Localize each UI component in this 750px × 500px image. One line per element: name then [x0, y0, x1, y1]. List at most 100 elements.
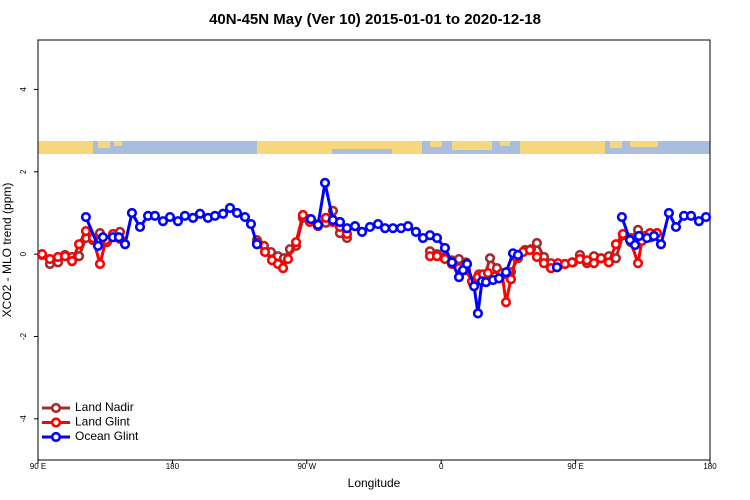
legend-marker — [50, 431, 62, 443]
plot-frame — [37, 39, 711, 461]
data-point — [44, 253, 56, 265]
data-point — [217, 208, 229, 219]
x-tick-label: 90 E — [567, 462, 583, 471]
data-point — [157, 216, 169, 227]
data-point — [453, 272, 465, 283]
data-point — [685, 210, 697, 221]
data-point — [66, 256, 78, 267]
data-point — [439, 242, 451, 254]
data-point — [588, 258, 600, 269]
data-point — [97, 232, 109, 243]
data-point — [484, 253, 496, 264]
data-point — [251, 239, 263, 250]
data-point — [616, 211, 627, 223]
y-axis-label: XCO2 - MLO trend (ppm) — [0, 183, 14, 318]
data-point — [468, 281, 480, 292]
data-point — [305, 214, 317, 225]
data-point — [493, 273, 505, 284]
data-point — [187, 212, 199, 223]
data-point — [239, 211, 251, 223]
data-point — [59, 251, 71, 262]
data-point — [663, 207, 675, 219]
land-strip — [38, 141, 710, 154]
data-point — [670, 221, 682, 233]
data-point — [73, 239, 85, 250]
data-point — [312, 219, 324, 230]
data-point — [531, 237, 543, 249]
land-band — [430, 141, 442, 147]
x-tick-label: 180 — [703, 462, 717, 471]
data-point — [80, 225, 92, 237]
data-point — [472, 308, 484, 319]
y-tick-label: -2 — [19, 332, 28, 340]
y-tick-label: -4 — [19, 415, 28, 423]
data-point — [500, 297, 512, 308]
chart-title: 40N-45N May (Ver 10) 2015-01-01 to 2020-… — [209, 11, 541, 28]
data-point — [341, 223, 353, 234]
data-point — [512, 249, 524, 261]
data-point — [446, 257, 458, 268]
data-point — [36, 249, 48, 260]
data-point — [648, 230, 660, 242]
data-point — [80, 211, 92, 223]
data-point — [431, 251, 443, 262]
legend-marker — [50, 402, 62, 414]
legend-label: Land Nadir — [75, 400, 134, 414]
data-point — [379, 223, 391, 234]
x-tick-label: 0 — [439, 462, 444, 471]
data-point — [290, 237, 302, 248]
data-point — [319, 177, 331, 188]
data-point — [633, 230, 645, 242]
data-point — [524, 244, 536, 256]
data-point — [700, 211, 712, 223]
data-point — [566, 257, 578, 268]
data-point — [500, 267, 512, 278]
data-point — [364, 221, 376, 233]
data-point — [92, 240, 104, 251]
data-point — [595, 253, 607, 264]
data-point — [113, 232, 125, 243]
land-band — [38, 141, 93, 154]
data-point — [505, 274, 517, 285]
data-point — [693, 216, 705, 227]
data-point — [134, 221, 146, 233]
data-point — [349, 221, 361, 232]
data-point — [629, 239, 641, 251]
data-point — [410, 226, 422, 237]
data-point — [531, 251, 543, 263]
y-tick-label: 2 — [19, 169, 28, 174]
x-tick-label: 180 — [166, 462, 180, 471]
data-point — [461, 258, 473, 270]
data-point — [551, 262, 563, 273]
land-band — [630, 141, 658, 147]
y-tick-label: 4 — [19, 87, 28, 92]
data-point — [297, 209, 309, 221]
land-band — [392, 141, 422, 154]
y-tick-label: 0 — [19, 251, 28, 256]
data-point — [126, 207, 138, 219]
data-point — [149, 210, 161, 221]
data-point — [387, 223, 399, 234]
land-band — [257, 141, 332, 154]
land-band — [452, 141, 492, 150]
data-point — [231, 207, 243, 219]
data-point — [164, 211, 176, 223]
x-tick-label: 90 E — [30, 462, 46, 471]
data-point — [172, 216, 184, 227]
data-point — [603, 257, 615, 268]
data-point — [372, 218, 384, 230]
legend-label: Land Glint — [75, 415, 130, 429]
x-axis-label: Longitude — [348, 476, 401, 490]
data-point — [259, 246, 271, 258]
land-band — [332, 141, 392, 149]
data-point — [224, 202, 236, 214]
land-band — [98, 141, 110, 148]
data-point — [538, 258, 550, 269]
legend-label: Ocean Glint — [75, 429, 139, 443]
legend-marker — [50, 417, 62, 428]
land-band — [114, 141, 122, 146]
data-point — [179, 210, 191, 221]
